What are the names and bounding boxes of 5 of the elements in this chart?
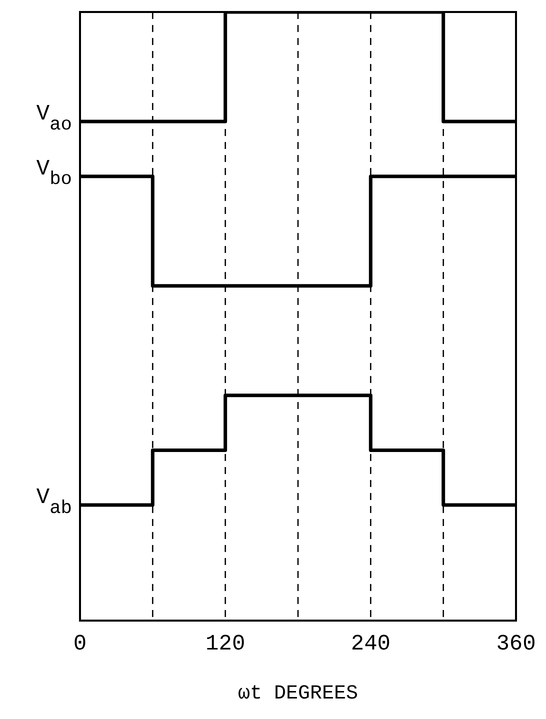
x-tick-label: 240: [350, 632, 390, 657]
x-tick-label: 0: [73, 632, 87, 657]
x-tick-label: 360: [496, 632, 536, 657]
x-tick-label: 120: [206, 632, 246, 657]
x-axis-title: ωt DEGREES: [238, 682, 358, 706]
